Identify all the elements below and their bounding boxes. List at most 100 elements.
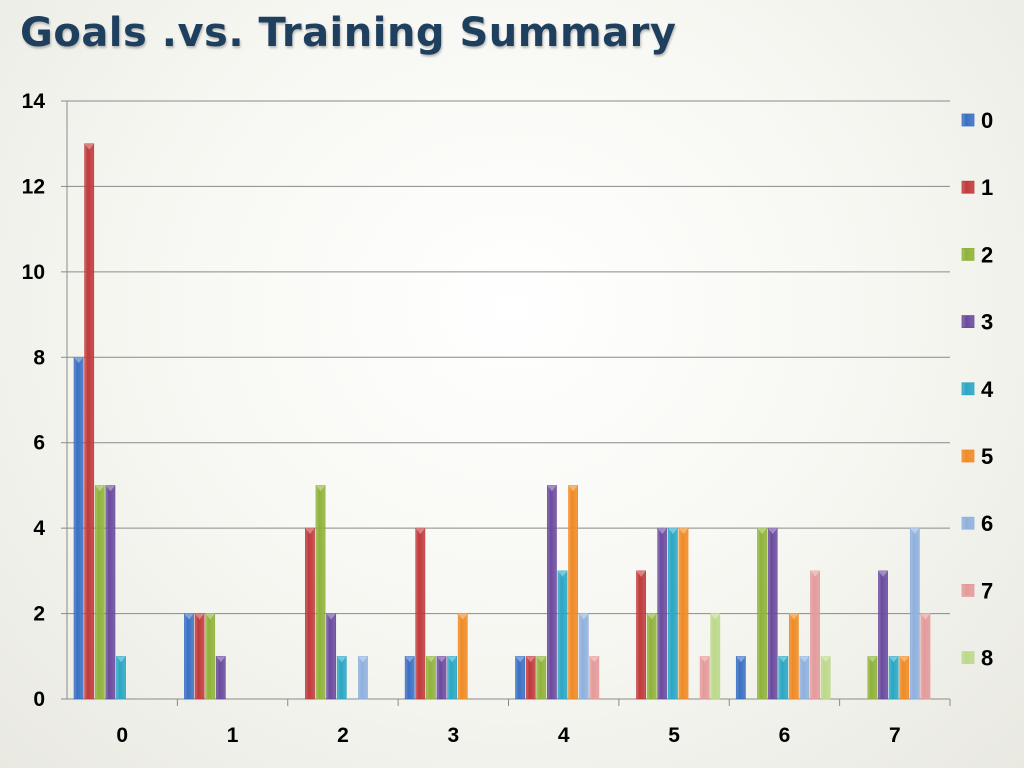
legend-swatch [961, 516, 975, 530]
y-tick-label: 2 [33, 603, 45, 626]
bar-series-2-category-4 [536, 655, 547, 700]
bar-series-0-category-0 [73, 356, 84, 700]
bars [73, 143, 931, 700]
bar-series-1-category-3 [415, 527, 426, 700]
bar-series-1-category-1 [194, 613, 205, 700]
bar-cap [84, 143, 94, 150]
bar-series-6-category-2 [358, 655, 368, 700]
legend-label: 2 [981, 242, 993, 267]
bar-cap [778, 656, 788, 663]
bar-series-1-category-4 [525, 655, 536, 700]
bar-cap [910, 528, 920, 535]
legend-label: 6 [981, 511, 993, 536]
bar-series-3-category-1 [215, 655, 226, 700]
bar-series-8-category-5 [710, 613, 721, 700]
bar-series-4-category-2 [336, 655, 347, 700]
bar-cap [205, 613, 215, 620]
bar-series-7-category-4 [589, 655, 600, 700]
bar-cap [757, 528, 767, 535]
bar-series-2-category-2 [315, 485, 326, 700]
x-tick-label: 2 [337, 724, 349, 747]
bar-cap [736, 656, 746, 663]
legend-label: 3 [981, 310, 993, 335]
bar-cap [405, 656, 415, 663]
legend-swatch [961, 382, 975, 396]
bar-cap [116, 656, 126, 663]
bar-series-3-category-7 [878, 570, 888, 700]
bar-series-3-category-4 [546, 485, 557, 700]
bar-cap [515, 656, 525, 663]
bar-cap [899, 656, 909, 663]
bar-cap [710, 613, 720, 620]
bar-cap [216, 656, 226, 663]
bar-series-5-category-6 [788, 613, 799, 700]
bar-cap [589, 656, 599, 663]
bar-cap [105, 485, 115, 492]
legend-swatch [961, 449, 975, 463]
bar-cap [305, 528, 315, 535]
bar-series-0-category-6 [735, 655, 746, 700]
bar-series-5-category-5 [678, 527, 689, 700]
bar-series-0-category-3 [404, 655, 415, 700]
bar-series-6-category-6 [799, 655, 810, 700]
x-tick-label: 6 [779, 724, 791, 747]
bar-cap [95, 485, 105, 492]
y-tick-label: 0 [33, 688, 45, 711]
bar-series-4-category-0 [116, 655, 126, 700]
legend-swatch [961, 180, 975, 194]
x-axis-tick-labels: 0 1 2 3 4 5 6 7 [116, 724, 900, 747]
bar-cap [74, 357, 84, 364]
legend-label: 4 [981, 377, 994, 402]
bar-cap [568, 485, 578, 492]
bar-series-6-category-4 [578, 613, 589, 700]
x-tick-label: 4 [558, 724, 570, 747]
bar-cap [458, 613, 468, 620]
bar-series-2-category-5 [646, 613, 657, 700]
bar-cap [789, 613, 799, 620]
bar-cap [337, 656, 347, 663]
bar-series-3-category-2 [326, 613, 337, 700]
bar-series-6-category-7 [909, 527, 920, 700]
bar-series-2-category-0 [94, 485, 105, 700]
bar-series-4-category-7 [888, 655, 899, 700]
bar-cap [799, 656, 810, 663]
page-title: Goals .vs. Training Summary [20, 10, 677, 56]
bar-cap [821, 656, 831, 663]
bar-cap [579, 613, 589, 620]
bar-series-5-category-4 [568, 485, 578, 700]
bar-series-2-category-6 [757, 527, 767, 700]
legend-label: 5 [981, 444, 993, 469]
legend-swatch [961, 113, 975, 127]
x-tick-label: 0 [116, 724, 128, 747]
bar-cap [636, 570, 646, 577]
bar-cap [657, 528, 667, 535]
bar-series-4-category-3 [447, 655, 458, 700]
bar-series-1-category-0 [84, 143, 95, 700]
legend-swatch [961, 584, 975, 597]
bar-cap [326, 613, 336, 620]
bar-cap [536, 656, 546, 663]
legend-swatch [961, 315, 975, 329]
bar-cap [557, 570, 568, 577]
bar-cap [194, 613, 205, 620]
bar-cap [878, 570, 888, 577]
bar-series-1-category-2 [305, 527, 315, 700]
bar-cap [920, 613, 931, 620]
bar-series-7-category-6 [810, 570, 820, 700]
bar-series-8-category-6 [820, 655, 831, 700]
bar-series-5-category-7 [899, 655, 910, 700]
legend-label: 8 [981, 646, 993, 671]
bar-series-0-category-1 [184, 613, 194, 700]
y-tick-label: 4 [33, 517, 45, 540]
legend-label: 0 [981, 108, 993, 133]
bar-series-4-category-4 [557, 570, 568, 700]
y-axis-tick-labels: 0 2 4 6 8 10 12 14 [22, 90, 46, 711]
bar-series-3-category-5 [657, 527, 668, 700]
gridlines [67, 100, 950, 615]
x-tick-label: 7 [889, 724, 901, 747]
bar-cap [358, 656, 368, 663]
bar-series-4-category-5 [667, 527, 678, 700]
bar-cap [426, 656, 436, 663]
bar-series-5-category-3 [457, 613, 468, 700]
bar-series-1-category-5 [636, 570, 646, 700]
